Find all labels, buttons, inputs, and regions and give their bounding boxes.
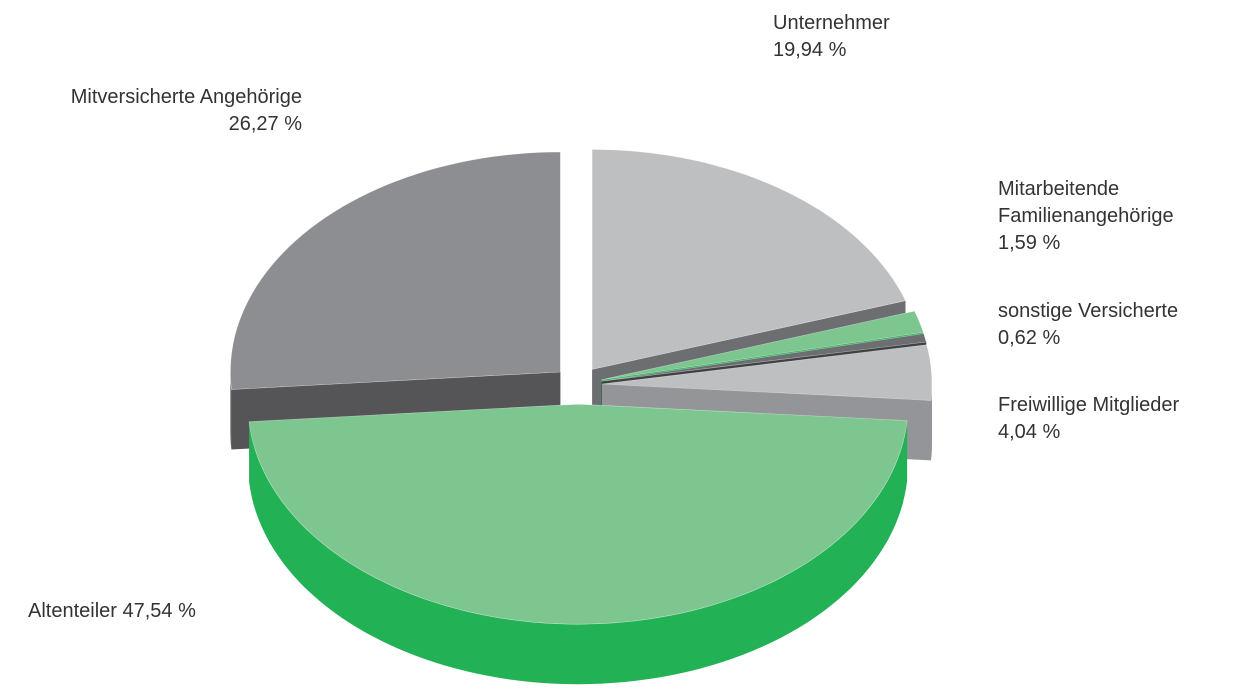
- label-value: 0,62 %: [998, 327, 1061, 349]
- slice-label: Freiwillige Mitglieder 4,04 %: [998, 392, 1179, 446]
- slice-side: [230, 372, 232, 450]
- slice-label: Unternehmer 19,94 %: [773, 10, 890, 64]
- slice: [230, 151, 561, 390]
- label-value: 4,04 %: [998, 421, 1061, 443]
- label-name: Mitarbeitende Familienangehörige: [998, 178, 1174, 227]
- label-value: 26,27 %: [228, 113, 302, 135]
- slice-label: Altenteiler 47,54 %: [28, 598, 196, 625]
- label-name: Unternehmer: [773, 12, 890, 34]
- slice: [591, 149, 906, 370]
- slice-side: [249, 420, 908, 685]
- slice: [601, 310, 924, 381]
- label-value: 47,54 %: [122, 600, 196, 622]
- slice: [601, 344, 933, 401]
- slice: [248, 403, 908, 625]
- label-value: 19,94 %: [773, 39, 847, 61]
- slice-label: Mitarbeitende Familienangehörige 1,59 %: [998, 176, 1228, 257]
- slice-label: sonstige Versicherte 0,62 %: [998, 298, 1178, 352]
- label-name: sonstige Versicherte: [998, 300, 1179, 322]
- label-name: Freiwillige Mitglieder: [998, 394, 1180, 416]
- slice-side: [931, 384, 932, 461]
- label-name: Altenteiler: [28, 600, 117, 622]
- slice-label: Mitversicherte Angehörige 26,27 %: [71, 84, 302, 138]
- label-value: 1,59 %: [998, 232, 1061, 254]
- slice: [601, 333, 927, 382]
- label-name: Mitversicherte Angehörige: [70, 86, 302, 108]
